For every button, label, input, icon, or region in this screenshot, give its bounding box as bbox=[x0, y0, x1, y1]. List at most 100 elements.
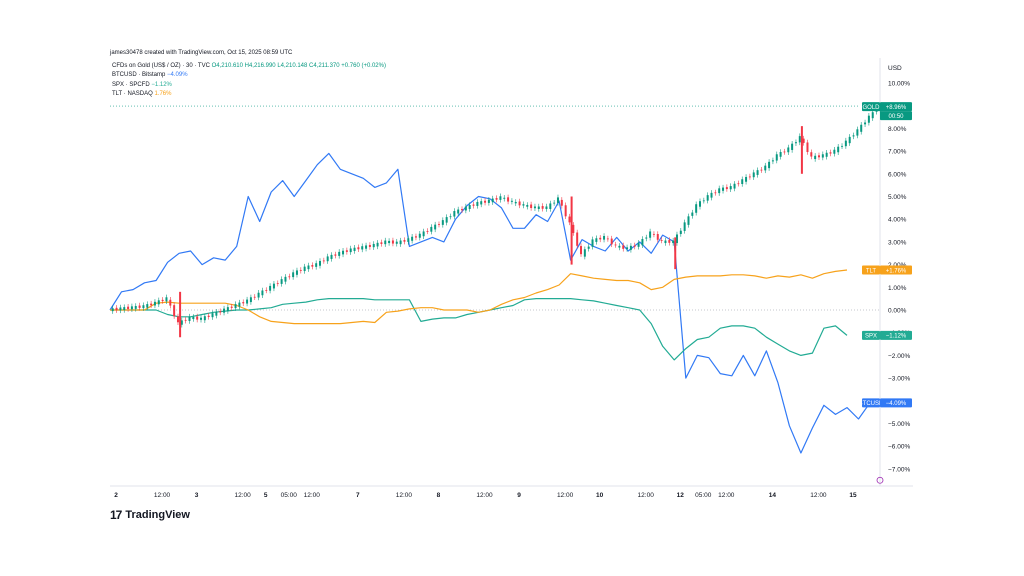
gold-candle bbox=[652, 233, 655, 235]
gold-candle bbox=[411, 236, 414, 241]
gold-candle bbox=[587, 246, 590, 249]
gold-candle bbox=[219, 311, 222, 313]
badge-name-box bbox=[862, 102, 880, 112]
gold-candle bbox=[675, 234, 678, 244]
badge-value: +1.76% bbox=[886, 268, 907, 274]
y-tick-label: 3.00% bbox=[888, 239, 907, 246]
gold-candle bbox=[211, 313, 214, 318]
gold-candle bbox=[791, 143, 794, 150]
y-tick-label: −2.00% bbox=[888, 353, 910, 360]
legend-symbol: TLT · NASDAQ bbox=[112, 90, 153, 97]
gold-candle bbox=[583, 249, 586, 257]
gold-candle bbox=[487, 199, 490, 203]
gold-candle bbox=[426, 231, 429, 232]
gold-candle bbox=[806, 142, 809, 153]
badge-name-box bbox=[862, 265, 880, 275]
gold-candle bbox=[637, 242, 640, 247]
gold-candle bbox=[526, 204, 529, 207]
badge-sub: 00:50 bbox=[888, 114, 904, 120]
gold-candle bbox=[376, 242, 379, 247]
y-tick-label: 7.00% bbox=[888, 149, 907, 156]
gold-candle bbox=[841, 145, 844, 147]
gold-candle bbox=[533, 206, 536, 209]
gold-candle bbox=[595, 238, 598, 242]
events-marker-icon[interactable] bbox=[876, 476, 884, 484]
gold-candle bbox=[614, 244, 617, 246]
gold-candle bbox=[288, 276, 291, 278]
gold-candle bbox=[196, 316, 199, 320]
series-line-btcusd[interactable] bbox=[109, 152, 871, 454]
gold-candle bbox=[622, 245, 625, 249]
price-badge-spx[interactable]: SPX −1.12% bbox=[862, 330, 912, 340]
gold-candle bbox=[633, 245, 636, 247]
gold-candle bbox=[173, 305, 176, 317]
x-tick-label: 8 bbox=[437, 492, 441, 499]
gold-candle bbox=[345, 250, 348, 252]
gold-candle bbox=[138, 305, 141, 308]
gold-candle bbox=[188, 316, 191, 321]
gold-candle bbox=[844, 140, 847, 147]
badge-name-box bbox=[862, 330, 880, 340]
gold-candle bbox=[441, 220, 444, 225]
gold-candle bbox=[641, 239, 644, 246]
legend-row-tlt[interactable]: TLT · NASDAQ 1.76% bbox=[112, 90, 386, 99]
gold-candle bbox=[169, 299, 172, 306]
gold-candle bbox=[760, 169, 763, 171]
gold-candle bbox=[242, 302, 245, 304]
gold-candle bbox=[530, 204, 533, 209]
gold-candle bbox=[119, 307, 122, 311]
badge-value-box bbox=[880, 330, 912, 340]
gold-candle bbox=[407, 238, 410, 242]
gold-candle bbox=[276, 283, 279, 285]
tradingview-brand[interactable]: 17 TradingView bbox=[110, 508, 190, 522]
gold-candle bbox=[660, 240, 663, 241]
legend-row-btcusd[interactable]: BTCUSD · Bitstamp −4.09% bbox=[112, 71, 386, 80]
gold-candle bbox=[123, 307, 126, 310]
y-tick-label: 6.00% bbox=[888, 171, 907, 178]
x-tick-label: 12:00 bbox=[396, 492, 413, 499]
gold-candle bbox=[311, 265, 314, 267]
gold-candle bbox=[157, 300, 160, 305]
badge-value-box bbox=[880, 102, 912, 112]
legend-row-spx[interactable]: SPX · SPCFD −1.12% bbox=[112, 81, 386, 90]
gold-candle bbox=[342, 250, 345, 255]
gold-candle bbox=[249, 297, 252, 303]
gold-candle bbox=[142, 305, 145, 309]
gold-candle bbox=[560, 199, 563, 206]
x-tick-label: 12 bbox=[677, 492, 685, 499]
gold-candle bbox=[299, 269, 302, 271]
gold-candle bbox=[817, 155, 820, 158]
series-line-tlt[interactable] bbox=[110, 269, 848, 325]
gold-candle bbox=[295, 270, 298, 275]
gold-candle bbox=[353, 247, 356, 251]
x-tick-label: 3 bbox=[195, 492, 199, 499]
gold-candle bbox=[207, 315, 210, 317]
price-badge-btcusd[interactable]: BTCUSD −4.09% bbox=[859, 398, 912, 408]
gold-candle bbox=[457, 209, 460, 214]
gold-candle bbox=[564, 205, 567, 217]
y-tick-label: −7.00% bbox=[888, 466, 910, 473]
gold-candle bbox=[280, 279, 283, 284]
gold-candle bbox=[165, 297, 168, 302]
gold-candle bbox=[307, 265, 310, 270]
gold-candle bbox=[518, 201, 521, 206]
gold-candle bbox=[203, 316, 206, 321]
price-badge-gold[interactable]: GOLD +8.96% 00:50 bbox=[862, 102, 912, 121]
gold-candle bbox=[576, 232, 579, 246]
gold-candle bbox=[541, 206, 544, 209]
gold-candle bbox=[453, 211, 456, 217]
gold-candle bbox=[706, 195, 709, 201]
gold-candle bbox=[284, 276, 287, 282]
gold-candle bbox=[610, 238, 613, 245]
gold-candle bbox=[238, 302, 241, 307]
price-badge-tlt[interactable]: TLT +1.76% bbox=[862, 265, 912, 275]
series-line-spx[interactable] bbox=[110, 298, 848, 361]
x-tick-label: 9 bbox=[517, 492, 521, 499]
gold-candle bbox=[856, 129, 859, 136]
gold-candle bbox=[833, 149, 836, 154]
gold-candle bbox=[737, 183, 740, 185]
legend-row-gold[interactable]: CFDs on Gold (US$ / OZ) · 30 · TVC O4,21… bbox=[112, 62, 386, 71]
gold-candle bbox=[553, 202, 556, 204]
badge-sub-box bbox=[880, 111, 912, 121]
